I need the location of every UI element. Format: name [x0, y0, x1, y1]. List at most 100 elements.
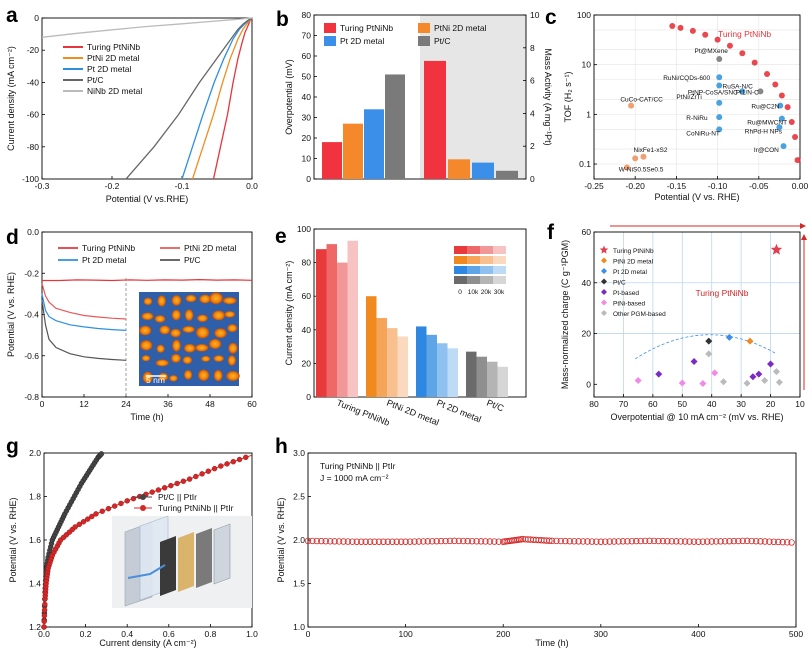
series-marker	[770, 538, 778, 546]
legend-swatch	[467, 266, 480, 274]
series-marker	[406, 538, 414, 545]
series-marker	[112, 503, 118, 509]
reference-point	[780, 143, 787, 150]
legend-swatch	[454, 246, 467, 254]
y-tick-label: 2.0	[29, 448, 41, 458]
x-tick-label: 60	[247, 399, 257, 409]
data-point	[705, 350, 713, 358]
x-tick-label: 0.6	[163, 629, 175, 639]
bar-cycle	[476, 356, 487, 397]
legend-marker	[601, 289, 607, 295]
panel-d-stability-curves: 0 12 24 36 48 60 0.0 -0.2 -0.4 -0.6 -0.8 Turing PtN…	[6, 227, 257, 422]
data-point	[775, 378, 783, 386]
y2-tick-label: 2	[530, 141, 535, 151]
y-tick-label: 1	[586, 109, 591, 119]
inset-grain	[158, 372, 169, 381]
series-marker	[486, 538, 494, 545]
x-axis-label: Potential (V vs. RHE)	[654, 192, 739, 202]
y-tick-label: -0.8	[24, 392, 39, 402]
legend-swatch	[480, 276, 493, 284]
panel-letter-h: h	[275, 435, 288, 458]
panel-letter-a: a	[6, 4, 18, 27]
x-tick-label: 80	[589, 399, 599, 409]
reference-point	[716, 56, 723, 63]
reference-label: CuCo-CAT/CC	[620, 97, 663, 104]
trend-arc	[634, 334, 777, 360]
series-marker	[349, 538, 356, 545]
bar-cycle	[326, 244, 337, 397]
series-marker	[562, 537, 569, 545]
data-point	[772, 368, 780, 376]
series-marker	[744, 537, 751, 545]
legend-label: Pt 2D metal	[340, 36, 385, 46]
series-marker	[375, 538, 383, 545]
series-marker	[579, 538, 587, 545]
x-axis-label: Overpotential @ 10 mA cm⁻² (mV vs. RHE)	[611, 412, 784, 422]
panel-c-tof-comparison: -0.25 -0.20 -0.15 -0.10 -0.05 0.00 0.1 1 10 100 Tu…	[563, 10, 809, 202]
y-tick-label: 60	[582, 227, 592, 237]
bar-cycle	[397, 336, 408, 397]
legend-swatch	[467, 256, 480, 264]
reference-label: RuNi/CQDs-600	[663, 75, 710, 82]
x-tick-label: 500	[789, 629, 803, 639]
series-marker	[468, 537, 476, 545]
series-marker	[84, 516, 91, 522]
y-tick-label: 100	[297, 224, 311, 234]
legend-swatch	[454, 266, 467, 274]
series-marker	[597, 538, 604, 545]
series-marker	[610, 538, 618, 545]
series-line-0	[42, 278, 253, 282]
series-marker	[41, 607, 48, 613]
y2-tick-label: 8	[530, 43, 535, 53]
inset-grain	[199, 294, 211, 304]
series-marker	[633, 537, 640, 545]
legend-label: PtNi 2D metal	[613, 259, 654, 266]
series-marker	[788, 539, 795, 546]
x-tick-label: 300	[594, 629, 608, 639]
reference-point	[623, 164, 630, 171]
y-tick-label: 0	[586, 379, 591, 389]
series-marker	[748, 537, 755, 545]
inset-grain	[156, 344, 165, 353]
data-point	[699, 380, 707, 388]
legend-swatch	[324, 23, 336, 33]
y-tick-label: -0.2	[24, 268, 39, 278]
series-marker	[460, 537, 467, 545]
x-axis-label: Time (h)	[130, 412, 163, 422]
legend-label: Pt/C || PtIr	[158, 492, 197, 502]
x-tick-label: 400	[691, 629, 705, 639]
series-marker	[340, 538, 347, 545]
x-tick-label: 60	[648, 399, 658, 409]
series-marker	[446, 537, 454, 545]
series-marker	[236, 456, 243, 463]
inset-grain	[224, 311, 236, 318]
y-axis-label: Potential (V vs. RHE)	[8, 497, 18, 582]
series-marker	[180, 478, 187, 484]
legend-label: 10k	[468, 289, 479, 296]
series-marker	[548, 537, 556, 545]
series-marker	[726, 537, 733, 545]
legend-swatch	[480, 256, 493, 264]
series-marker	[344, 538, 352, 545]
y-tick-label: 60	[302, 291, 312, 301]
series-line-3	[125, 17, 253, 180]
legend-label: Pt 2D metal	[87, 64, 132, 74]
series-marker	[664, 537, 671, 545]
series-marker	[695, 538, 702, 545]
series-marker	[686, 538, 693, 545]
panel-g-electrolyzer-polarization: 0.0 0.2 0.4 0.6 0.8 1.0 1.2 1.4 1.6 1.8 2.0 Pt/C ||…	[8, 448, 258, 648]
curve-point	[751, 59, 758, 66]
inset-grain	[171, 309, 181, 321]
series-marker	[712, 538, 720, 545]
series-marker	[437, 537, 445, 545]
series-marker	[99, 508, 105, 514]
series-marker	[783, 539, 791, 546]
series-marker	[149, 489, 155, 495]
series-marker	[331, 538, 338, 545]
hrtem-inset-image: 5 nm	[139, 292, 240, 386]
x-tick-label: 0.0	[246, 181, 258, 191]
legend-label: Turing PtNiNb	[613, 248, 654, 255]
x-axis-label: Time (h)	[535, 638, 568, 648]
x-tick-label: 70	[619, 399, 629, 409]
series-marker	[761, 538, 769, 545]
